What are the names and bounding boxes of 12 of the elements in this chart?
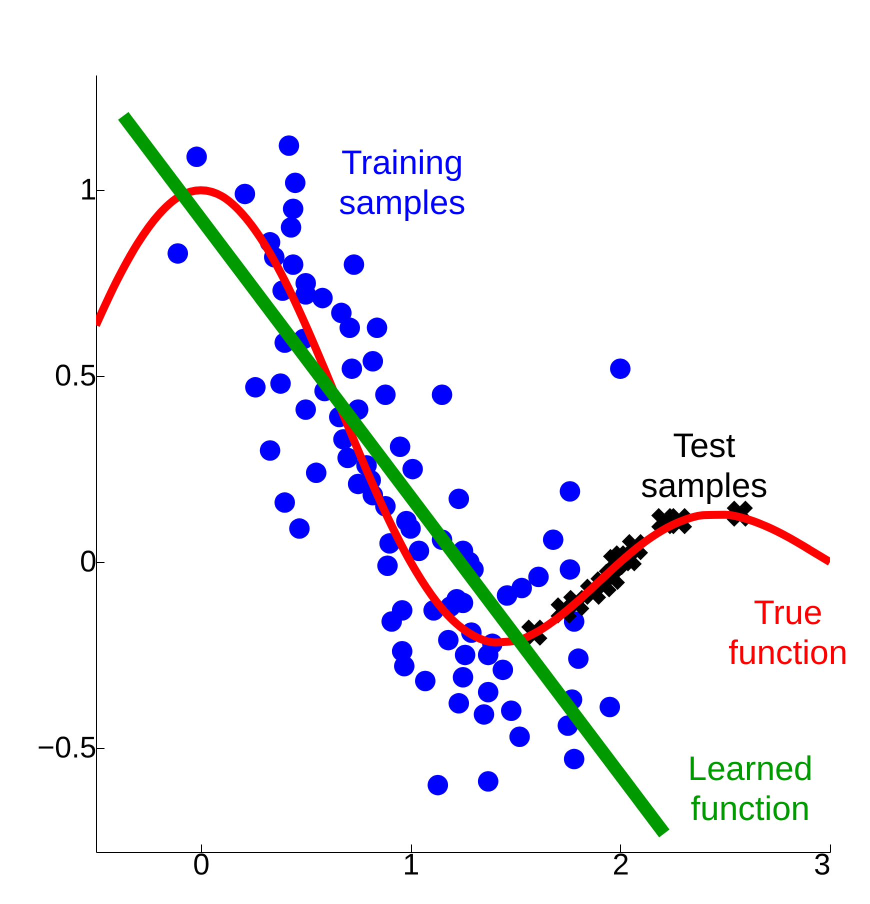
x-tick-label: 2 xyxy=(612,848,630,882)
series-label: Training samples xyxy=(338,144,466,222)
y-tick-label: −0.5 xyxy=(37,731,96,764)
series-label: Learned function xyxy=(688,750,813,828)
x-tick-label: 3 xyxy=(814,848,830,882)
x-tick-label: 0 xyxy=(193,848,210,882)
y-tick-label: 0 xyxy=(80,546,96,579)
x-tick-label: 1 xyxy=(402,848,420,882)
series-label: Test samples xyxy=(640,426,768,505)
y-tick-label: 0.5 xyxy=(54,360,96,393)
y-tick-label: 1 xyxy=(80,174,96,207)
series-label: True function xyxy=(728,594,848,672)
